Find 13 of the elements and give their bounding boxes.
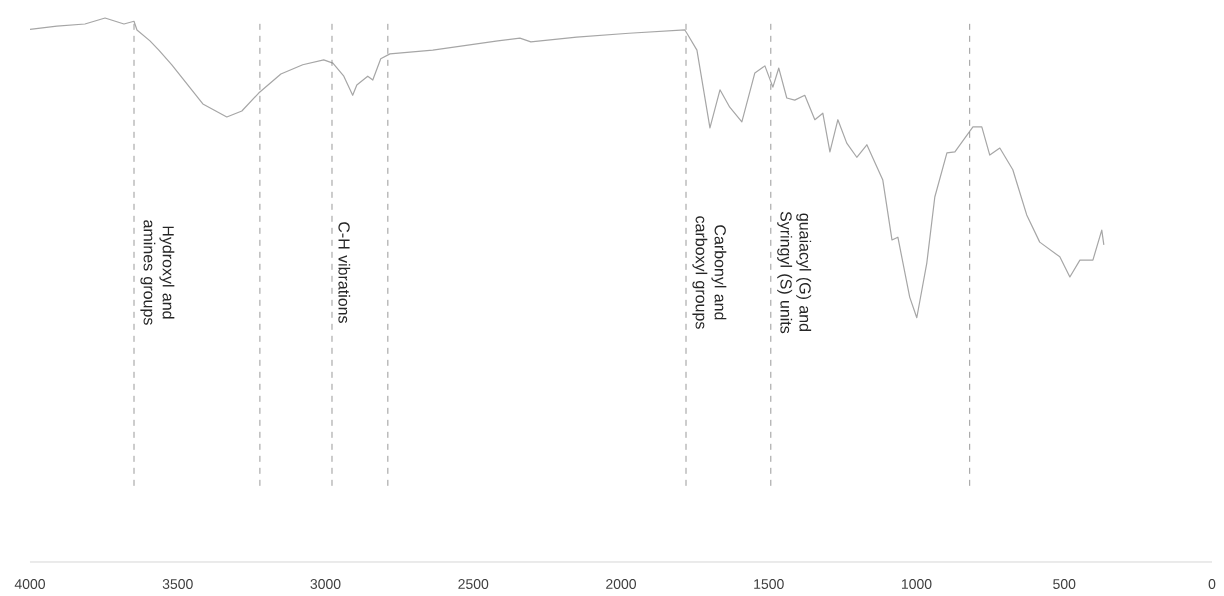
ref-line-label: guaiacyl (G) and Syringyl (S) units [777,211,812,334]
x-tick-label: 2500 [458,579,489,589]
ref-line-label: C-H vibrations [338,222,351,323]
x-tick-label: 2000 [606,579,637,589]
x-tick-label: 0 [1208,579,1216,589]
x-tick-label: 1500 [754,579,784,589]
x-tick-label: 500 [1053,579,1076,589]
ref-line-label: Carbonyl and carboxyl groups [692,216,727,329]
x-tick-label: 4000 [14,579,46,589]
x-tick-label: 1000 [901,579,932,589]
x-tick-label: 3000 [310,579,341,589]
x-tick-label: 3500 [162,579,193,589]
ref-line-label: Hydroxyl and amines groups [140,220,175,325]
